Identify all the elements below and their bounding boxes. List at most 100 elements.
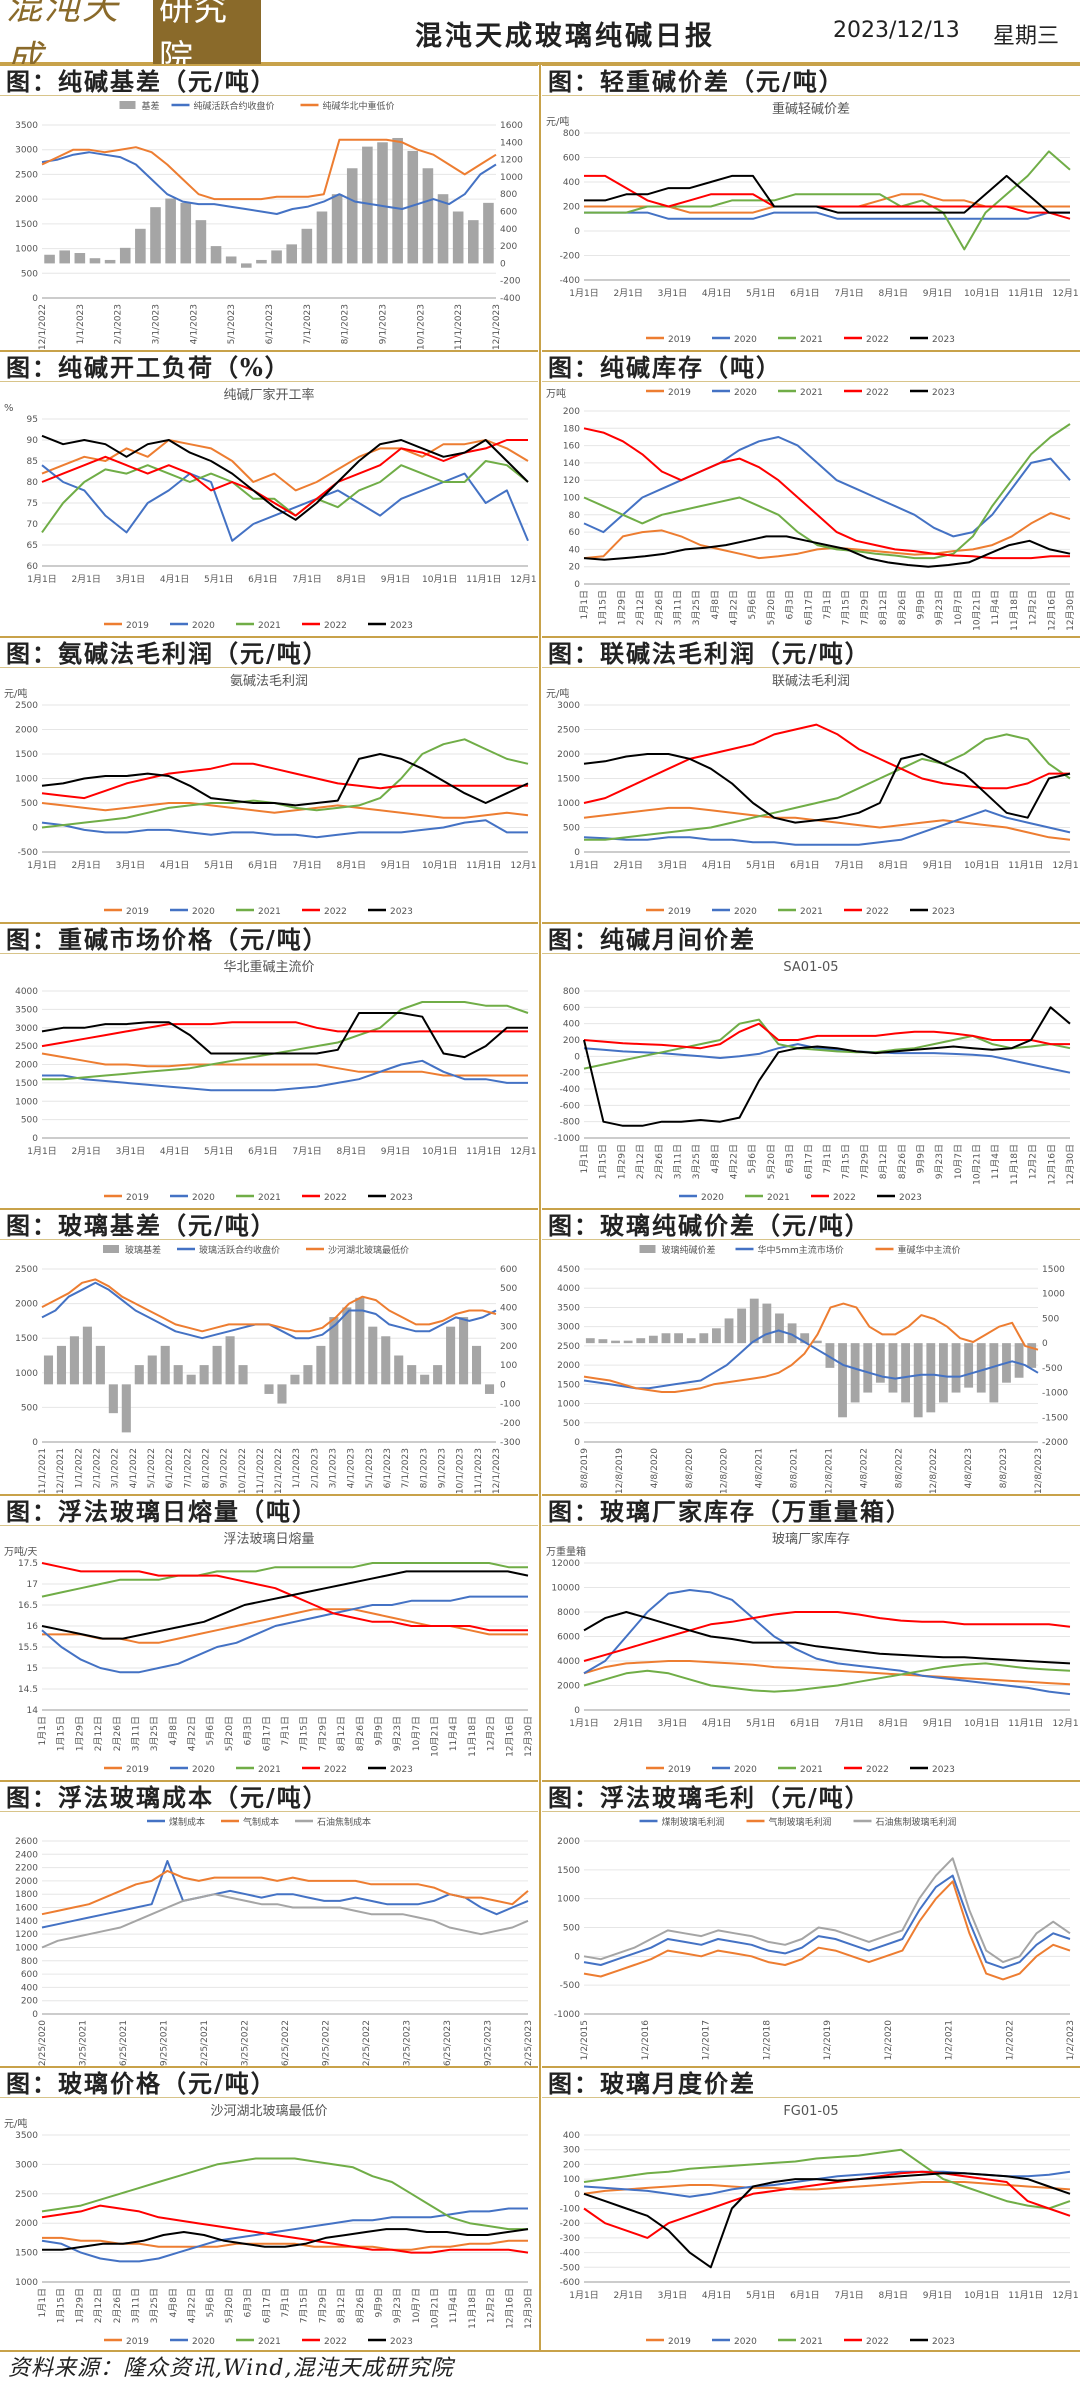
x-tick-label: 5月20日 <box>224 1716 235 1751</box>
x-tick-label: 9月1日 <box>923 2290 952 2301</box>
x-tick-label: 4/8/2020 <box>650 1448 660 1489</box>
x-tick-label: 11月1日 <box>1008 2290 1043 2301</box>
data-bar <box>104 259 116 264</box>
y-tick-label: 80 <box>569 511 581 521</box>
x-tick-label: 2月1日 <box>71 574 100 585</box>
legend-label: 华中5mm主流市场价 <box>758 1244 844 1256</box>
data-bar <box>180 202 192 264</box>
data-bar <box>437 194 449 264</box>
y-tick-label: -400 <box>560 2249 581 2259</box>
x-tick-label: 6月17日 <box>803 590 814 625</box>
x-tick-label: 12月2日 <box>486 2288 497 2323</box>
y-tick-label: 400 <box>563 1020 580 1030</box>
x-tick-label: 12/1/2021 <box>56 1448 66 1494</box>
y-tick-label: 600 <box>21 1970 38 1980</box>
x-tick-label: 9月23日 <box>392 1716 403 1751</box>
x-tick-label: 12月30日 <box>1065 1144 1076 1185</box>
legend-label: 基差 <box>142 100 160 112</box>
y-tick-label: 8000 <box>557 1608 580 1618</box>
x-tick-label: 8月1日 <box>337 860 366 871</box>
chart-panel: 图：纯碱开工负荷（%） 纯碱厂家开工率% 60 65 70 75 80 85 90 95 1月1日 2… <box>0 350 546 636</box>
legend-label: 气制玻璃毛利润 <box>769 1816 832 1828</box>
x-tick-label: 4/1/2023 <box>347 1448 357 1488</box>
series-line <box>583 2148 1071 2210</box>
y-tick-label: -500 <box>560 2263 581 2273</box>
y-tick-label: 2600 <box>15 1837 38 1847</box>
x-tick-label: 5月6日 <box>205 1716 216 1745</box>
series-line <box>41 460 529 533</box>
x-tick-label: 6月1日 <box>790 288 819 299</box>
x-tick-label: 5月1日 <box>204 1146 233 1157</box>
x-tick-label: 6月1日 <box>248 1146 277 1157</box>
x-tick-label: 7月1日 <box>292 574 321 585</box>
series-line <box>41 1562 528 1632</box>
x-tick-label: 6月3日 <box>243 2288 254 2317</box>
legend-label: 2021 <box>258 1765 281 1775</box>
x-tick-label: 12/1/2023 <box>492 1448 502 1494</box>
legend-label: 2022 <box>866 907 889 917</box>
x-tick-label: 5/1/2023 <box>365 1448 375 1488</box>
y-tick-label: 14.5 <box>18 1685 38 1695</box>
series-line <box>41 819 528 839</box>
y-tick-label: 4000 <box>15 987 38 997</box>
y-tick-label: 17.5 <box>18 1559 38 1569</box>
legend-label: 2022 <box>324 2337 347 2347</box>
data-bar <box>787 1323 797 1344</box>
y-tick-label: 0 <box>574 1952 580 1962</box>
x-tick-label: 7月29日 <box>859 590 870 625</box>
x-tick-label: 12/8/2023 <box>1034 1448 1044 1494</box>
data-bar <box>56 1345 66 1385</box>
data-bar <box>135 228 146 264</box>
y-axis-unit: 元/吨 <box>4 2117 27 2130</box>
x-tick-label: 10月7日 <box>411 1716 422 1751</box>
y-tick-label: 14 <box>27 1706 39 1716</box>
x-tick-label: 10/1/2022 <box>238 1448 248 1494</box>
data-bar <box>381 1336 391 1385</box>
legend-label: 2023 <box>390 2337 413 2347</box>
legend-label: 玻璃纯碱价差 <box>662 1244 716 1256</box>
x-tick-label: 8月12日 <box>878 590 889 625</box>
y-tick-label: 0 <box>574 848 580 858</box>
x-tick-label: 7月1日 <box>292 860 321 871</box>
panel-title: 图：浮法玻璃毛利（元/吨） <box>542 1780 1080 1812</box>
x-tick-label: 7月15日 <box>841 590 852 625</box>
chart-area: 重碱轻碱价差 元/吨 -400 -200 0 200 400 600 800 1月1日 2月1日 3月… <box>542 97 1080 350</box>
data-bar <box>329 1317 339 1385</box>
series-line <box>583 1662 1071 1693</box>
series-line <box>41 762 528 800</box>
chart-svg: 华北重碱主流价 0 500 1000 1500 2000 2500 3000 3500 4000 1… <box>15 959 546 1203</box>
x-tick-label: 9月23日 <box>934 590 945 625</box>
company-logo: 混沌天成 研究院 <box>6 0 261 81</box>
x-tick-label: 3月11日 <box>672 1144 683 1179</box>
x-tick-label: 6月1日 <box>248 574 277 585</box>
x-tick-label: 1/1/2023 <box>292 1448 302 1488</box>
legend-label: 2023 <box>932 2337 955 2347</box>
x-tick-label: 2月1日 <box>613 860 642 871</box>
x-tick-label: 1月1日 <box>37 1716 48 1745</box>
chart-panel: 图：玻璃价格（元/吨） 沙河湖北玻璃最低价 元/吨 1000 1500 2000 2500 3… <box>0 2066 538 2352</box>
data-bar <box>762 1303 772 1344</box>
x-tick-label: 3月25日 <box>691 590 702 625</box>
data-bar <box>108 1384 118 1414</box>
x-tick-label: 6月1日 <box>790 1718 819 1729</box>
data-bar <box>59 250 70 264</box>
y-right-tick-label: -400 <box>500 294 521 304</box>
data-bar <box>598 1339 608 1344</box>
data-bar <box>346 168 358 264</box>
y-tick-label: 400 <box>21 1983 38 1993</box>
series-line <box>584 174 1070 214</box>
x-tick-label: 5月1日 <box>204 574 233 585</box>
y-tick-label: 3000 <box>557 1323 580 1333</box>
series-line <box>584 174 1071 220</box>
legend-label: 2023 <box>932 907 955 917</box>
panel-title: 图：重碱市场价格（元/吨） <box>0 922 538 954</box>
series-line <box>583 2181 1071 2195</box>
y-tick-label: 1500 <box>557 775 580 785</box>
x-tick-label: 11月18日 <box>467 1716 478 1757</box>
logo-text: 混沌天成 <box>6 0 121 80</box>
x-tick-label: 11月18日 <box>1009 1144 1020 1185</box>
x-tick-label: 3月25日 <box>149 1716 160 1751</box>
y-right-tick-label: 1200 <box>500 156 523 166</box>
x-tick-label: 4月1日 <box>702 2290 731 2301</box>
data-bar <box>82 1326 92 1385</box>
